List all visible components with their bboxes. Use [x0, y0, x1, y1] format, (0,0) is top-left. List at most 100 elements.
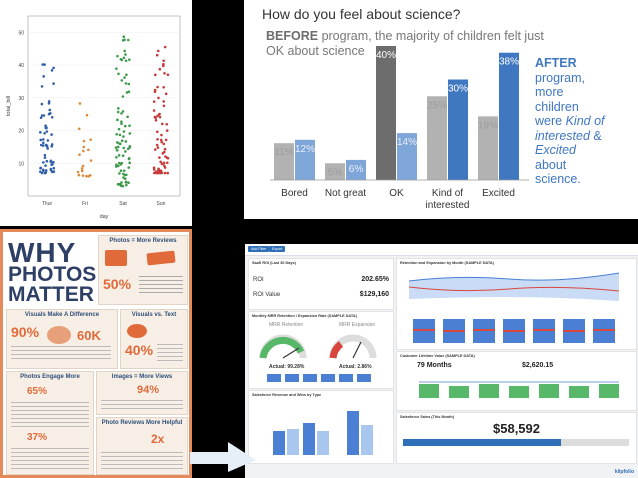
visuals-pct: 90%	[11, 324, 40, 340]
strip-point	[166, 171, 169, 175]
strip-point	[40, 171, 44, 175]
export-button[interactable]: Export	[269, 246, 286, 252]
engage-pct-2: 37%	[27, 432, 48, 443]
x-tick-label: Fri	[82, 201, 88, 207]
label-after-1: 6%	[349, 164, 364, 175]
bar-after-1	[346, 159, 366, 180]
section-more-helpful: Photo Reviews More Helpful 2x	[96, 417, 188, 475]
before-caption-2: OK about science	[266, 44, 365, 58]
strip-point	[43, 156, 47, 159]
strip-point	[42, 161, 45, 164]
before-caption: BEFORE program, the majority of children…	[266, 29, 544, 43]
strip-point	[116, 145, 120, 149]
clv-value: $2,620.15	[522, 362, 554, 369]
strip-point	[127, 58, 131, 61]
strip-point	[118, 172, 121, 175]
label-after-2: 14%	[397, 137, 417, 148]
strip-point	[82, 139, 86, 143]
strip-point	[114, 146, 118, 149]
strip-point	[163, 147, 167, 151]
label-before-0: 11%	[274, 147, 293, 158]
strip-point	[162, 64, 165, 68]
clv-months: 79 Months	[417, 362, 452, 369]
strip-point	[49, 168, 53, 172]
bar-before-2	[376, 46, 396, 180]
strip-point	[52, 66, 55, 70]
strip-point	[163, 71, 166, 75]
label-after-3: 30%	[448, 84, 468, 95]
expansion-gauge-fill	[329, 341, 344, 359]
strip-point	[115, 133, 119, 136]
strip-point	[124, 180, 128, 184]
strip-point	[165, 122, 169, 126]
strip-point	[156, 114, 159, 118]
add-filter-button[interactable]: Add Filter	[248, 246, 270, 252]
strip-point	[43, 132, 46, 135]
x-axis-label: day	[100, 214, 109, 220]
strip-point	[124, 140, 128, 143]
strip-point	[123, 124, 127, 128]
strip-point	[160, 133, 163, 137]
strip-point	[152, 100, 156, 103]
strip-point	[119, 57, 123, 61]
strip-point	[52, 170, 56, 173]
strip-point	[159, 138, 163, 142]
bar-before-0	[274, 143, 294, 180]
sales-month-card: Salesforce Sales (This Month) $58,592	[396, 412, 637, 464]
strip-point	[158, 115, 162, 119]
retention-expansion-card: Retention and Expansion by Month (SAMPLE…	[396, 258, 637, 350]
label-after-0: 12%	[295, 144, 315, 155]
strip-point	[158, 156, 161, 159]
strip-point	[122, 135, 125, 138]
strip-point	[116, 110, 120, 114]
dashboard-toolbar: Add Filter Export	[245, 244, 638, 256]
science-chart-panel: How do you feel about science? BEFORE pr…	[244, 0, 638, 219]
strip-point	[44, 164, 47, 167]
strip-point	[119, 169, 123, 172]
strip-point	[159, 160, 162, 164]
strip-point	[152, 109, 156, 112]
strip-point	[128, 161, 131, 165]
text-pct: 40%	[125, 342, 154, 358]
before-bold: BEFORE	[266, 29, 319, 43]
strip-point	[122, 146, 126, 150]
y-tick-label: 50	[18, 30, 24, 36]
strip-point	[128, 124, 131, 128]
strip-point	[127, 90, 131, 94]
strip-point	[49, 112, 52, 115]
sales-progress-fill	[403, 439, 562, 446]
strip-point	[46, 147, 50, 150]
images-pct: 94%	[137, 384, 160, 396]
eye-icon	[127, 324, 147, 338]
retention-area	[409, 273, 619, 301]
strip-point	[155, 143, 159, 147]
retention-expansion-chart	[408, 272, 620, 343]
strip-point	[47, 100, 51, 103]
strip-point	[115, 148, 119, 152]
strip-point	[164, 138, 168, 142]
strip-point	[50, 115, 54, 119]
label-after-4: 38%	[499, 57, 519, 68]
roi-card: SaaS ROI (Last 30 Days) ROI 202.65% ROI …	[248, 258, 394, 310]
strip-point	[115, 156, 118, 159]
helpful-num: 2x	[151, 432, 165, 446]
strip-point	[153, 148, 157, 151]
strip-point	[165, 161, 169, 165]
strip-point	[121, 95, 125, 98]
bar-before-3	[427, 96, 447, 180]
strip-point	[41, 168, 45, 172]
strip-point	[156, 49, 160, 53]
strip-point	[125, 183, 128, 187]
strip-point	[52, 160, 55, 164]
strip-point	[120, 122, 123, 125]
photo-icon	[105, 250, 127, 266]
bar-after-4	[499, 52, 519, 181]
strip-point	[87, 148, 90, 152]
section-more-reviews: Photos = More Reviews 50%	[98, 235, 188, 305]
strip-point	[158, 112, 161, 116]
strip-point	[123, 76, 126, 79]
category-label-0: Bored	[281, 188, 308, 199]
strip-point	[123, 38, 126, 42]
strip-point	[122, 172, 125, 176]
